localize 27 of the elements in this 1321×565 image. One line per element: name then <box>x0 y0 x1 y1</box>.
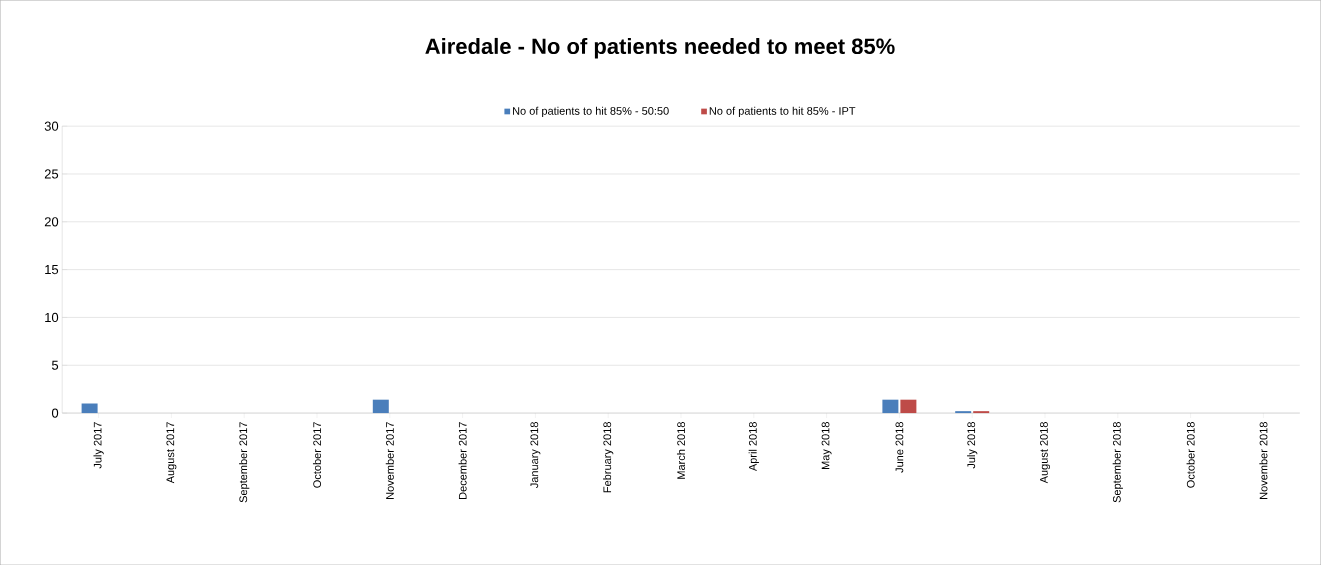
legend-label: No of patients to hit 85% - 50:50 <box>513 106 669 117</box>
x-tick-label: November 2018 <box>1259 422 1268 499</box>
chart-title: Airedale - No of patients needed to meet 85% <box>425 37 895 59</box>
x-tick-label: August 2018 <box>1040 421 1050 484</box>
x-tick-label: December 2017 <box>458 422 467 499</box>
legend-label: No of patients to hit 85% - IPT <box>709 106 856 117</box>
x-tick-label: June 2018 <box>895 421 904 473</box>
x-tick-label: April 2018 <box>748 422 759 471</box>
y-tick-label: 25 <box>44 169 59 179</box>
y-tick-label: 0 <box>51 408 59 418</box>
y-tick-label: 5 <box>51 360 59 370</box>
y-tick-label: 30 <box>44 121 59 131</box>
x-tick-label: January 2018 <box>530 422 541 488</box>
y-tick-label: 15 <box>45 264 59 275</box>
y-tick-label: 10 <box>45 312 59 322</box>
x-tick-label: November 2017 <box>385 422 394 499</box>
y-tick-label: 20 <box>44 217 59 227</box>
x-tick-label: October 2018 <box>1186 421 1195 488</box>
x-tick-label: May 2018 <box>821 421 832 469</box>
x-tick-label: July 2018 <box>967 421 978 469</box>
x-tick-label: September 2017 <box>239 422 250 503</box>
x-tick-label: February 2018 <box>603 422 614 493</box>
x-tick-label: July 2017 <box>93 422 104 469</box>
x-tick-label: March 2018 <box>676 421 686 479</box>
x-tick-label: September 2018 <box>1112 422 1123 503</box>
x-tick-label: October 2017 <box>312 422 322 488</box>
x-tick-label: August 2017 <box>166 422 177 484</box>
